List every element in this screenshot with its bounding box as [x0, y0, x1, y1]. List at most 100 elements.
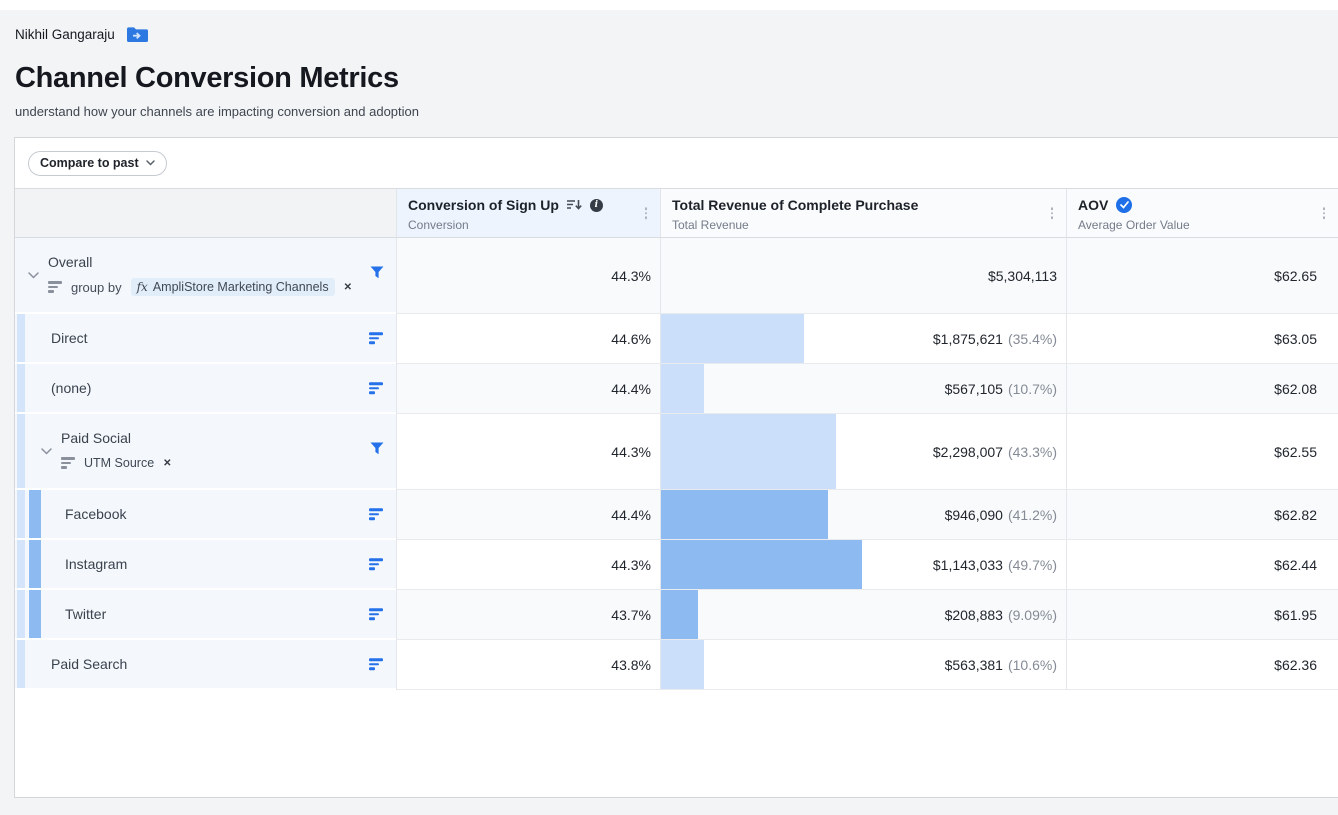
indent-level1-bar [17, 414, 25, 488]
group-row-label: Paid Social UTM Source ✕ [15, 414, 396, 488]
revenue-value-cell: $563,381 (10.6%) [660, 640, 1066, 690]
breakdown-icon[interactable] [369, 558, 383, 570]
aov-value-cell: $62.44 [1066, 540, 1338, 590]
row-breakdown-icon[interactable] [369, 608, 383, 620]
conversion-value-cell: 43.7% [396, 590, 660, 640]
aov-value: $62.55 [1274, 443, 1317, 460]
page-header: Nikhil Gangaraju Channel Conversion Metr… [0, 10, 1338, 120]
row-name[interactable]: (none) [51, 380, 92, 396]
table-row: (none) 44.4% $567,105 (10.7%) $62.08 [15, 364, 1338, 414]
column-menu-kebab-icon[interactable] [643, 205, 650, 221]
revenue-value: $2,298,007 [932, 443, 1003, 460]
column-header-aov[interactable]: AOV Average Order Value [1066, 189, 1338, 238]
breakdown-icon[interactable] [369, 332, 383, 344]
revenue-text: $1,143,033 (49.7%) [933, 557, 1057, 573]
sort-desc-icon[interactable] [566, 199, 582, 211]
revenue-bar [661, 640, 704, 689]
revenue-text: $567,105 (10.7%) [945, 381, 1057, 397]
indent-level1-bar [17, 590, 25, 638]
aov-value-cell: $63.05 [1066, 314, 1338, 364]
table-row: Overall group by fx AmpliStore Marketing Ch… [15, 238, 1338, 314]
aov-value-cell: $62.36 [1066, 640, 1338, 690]
column-header-conversion[interactable]: Conversion of Sign Up i Conversion [396, 189, 660, 238]
group-row-lines: Paid Social UTM Source ✕ [61, 430, 172, 472]
group-by-text: group by [71, 279, 122, 295]
breakdown-icon[interactable] [48, 281, 62, 293]
revenue-value: $1,875,621 [932, 330, 1003, 347]
indent-level1-bar [17, 314, 25, 362]
table-header-row: Conversion of Sign Up i Conversion Total… [15, 188, 1338, 238]
revenue-text: $563,381 (10.6%) [945, 657, 1057, 673]
row-breakdown-icon[interactable] [369, 558, 383, 570]
revenue-value: $567,105 [944, 380, 1003, 397]
conversion-value: 44.4% [611, 380, 651, 397]
column-header-revenue[interactable]: Total Revenue of Complete Purchase Total… [660, 189, 1066, 238]
row-name[interactable]: Twitter [65, 606, 107, 622]
filter-funnel-icon[interactable] [370, 266, 384, 284]
compare-to-past-button[interactable]: Compare to past [28, 150, 167, 176]
filter-funnel-icon[interactable] [370, 442, 384, 460]
breakdown-icon[interactable] [61, 457, 75, 469]
verified-badge-icon [1116, 197, 1133, 213]
aov-value-cell: $62.82 [1066, 490, 1338, 540]
page-title[interactable]: Channel Conversion Metrics [15, 62, 399, 94]
breakdown-icon[interactable] [369, 382, 383, 394]
row-label-cell: Facebook [15, 490, 396, 540]
window-top-strip [0, 0, 1338, 10]
breakdown-icon[interactable] [369, 608, 383, 620]
column-title[interactable]: AOV [1078, 197, 1109, 213]
row-label-cell: Instagram [15, 540, 396, 590]
row-label-cell: Twitter [15, 590, 396, 640]
remove-icon[interactable]: ✕ [163, 457, 172, 469]
info-icon[interactable]: i [589, 198, 603, 212]
aov-value: $63.05 [1274, 330, 1317, 347]
column-menu-kebab-icon[interactable] [1321, 205, 1328, 221]
row-breakdown-icon[interactable] [369, 658, 383, 670]
row-breakdown-icon[interactable] [369, 332, 383, 344]
chevron-down-icon[interactable] [28, 266, 39, 284]
row-name[interactable]: Direct [51, 330, 88, 346]
breakdown-icon[interactable] [369, 658, 383, 670]
row-name[interactable]: Paid Social [61, 430, 132, 446]
revenue-share: (35.4%) [1007, 330, 1057, 347]
breakdown-icon[interactable] [369, 508, 383, 520]
column-menu-kebab-icon[interactable] [1049, 205, 1056, 221]
conversion-value: 44.6% [611, 330, 651, 347]
breadcrumb: Nikhil Gangaraju [15, 24, 1338, 44]
group-by-property-chip[interactable]: fx AmpliStore Marketing Channels [130, 278, 335, 296]
indent-level1-bar [17, 540, 25, 588]
aov-value: $61.95 [1274, 606, 1317, 623]
row-breakdown-icon[interactable] [369, 382, 383, 394]
breadcrumb-user[interactable]: Nikhil Gangaraju [15, 26, 115, 42]
revenue-share: (41.2%) [1007, 506, 1057, 523]
revenue-bar [661, 490, 828, 539]
row-name[interactable]: Overall [48, 254, 93, 270]
row-label-cell: Direct [15, 314, 396, 364]
table-row: Direct 44.6% $1,875,621 (35.4%) $63.05 [15, 314, 1338, 364]
row-name[interactable]: Facebook [65, 506, 127, 522]
column-title[interactable]: Conversion of Sign Up [408, 197, 559, 213]
table-header-corner [15, 189, 396, 238]
row-breakdown-icon[interactable] [369, 508, 383, 520]
revenue-share: (49.7%) [1007, 556, 1057, 573]
conversion-value: 44.3% [611, 556, 651, 573]
move-to-folder-icon[interactable] [126, 26, 148, 42]
chip-label: AmpliStore Marketing Channels [152, 280, 329, 294]
conversion-value-cell: 44.3% [396, 414, 660, 490]
remove-icon[interactable]: ✕ [343, 281, 352, 293]
revenue-bar [661, 590, 698, 639]
chevron-down-icon[interactable] [41, 442, 52, 460]
conversion-value: 44.4% [611, 506, 651, 523]
aov-value-cell: $61.95 [1066, 590, 1338, 640]
row-name[interactable]: Paid Search [51, 656, 128, 672]
table-row: Paid Social UTM Source ✕ 44.3% $2,298,007 (43… [15, 414, 1338, 490]
row-name[interactable]: Instagram [65, 556, 128, 572]
revenue-value-cell: $946,090 (41.2%) [660, 490, 1066, 540]
table-row: Twitter 43.7% $208,883 (9.09%) $61.95 [15, 590, 1338, 640]
indent-level2-bar [29, 590, 41, 638]
page-subtitle[interactable]: understand how your channels are impacti… [15, 104, 419, 119]
conversion-value-cell: 44.3% [396, 540, 660, 590]
column-title[interactable]: Total Revenue of Complete Purchase [672, 197, 919, 213]
group-by-property-chip[interactable]: UTM Source [84, 454, 154, 472]
panel-toolbar: Compare to past [15, 138, 1338, 188]
